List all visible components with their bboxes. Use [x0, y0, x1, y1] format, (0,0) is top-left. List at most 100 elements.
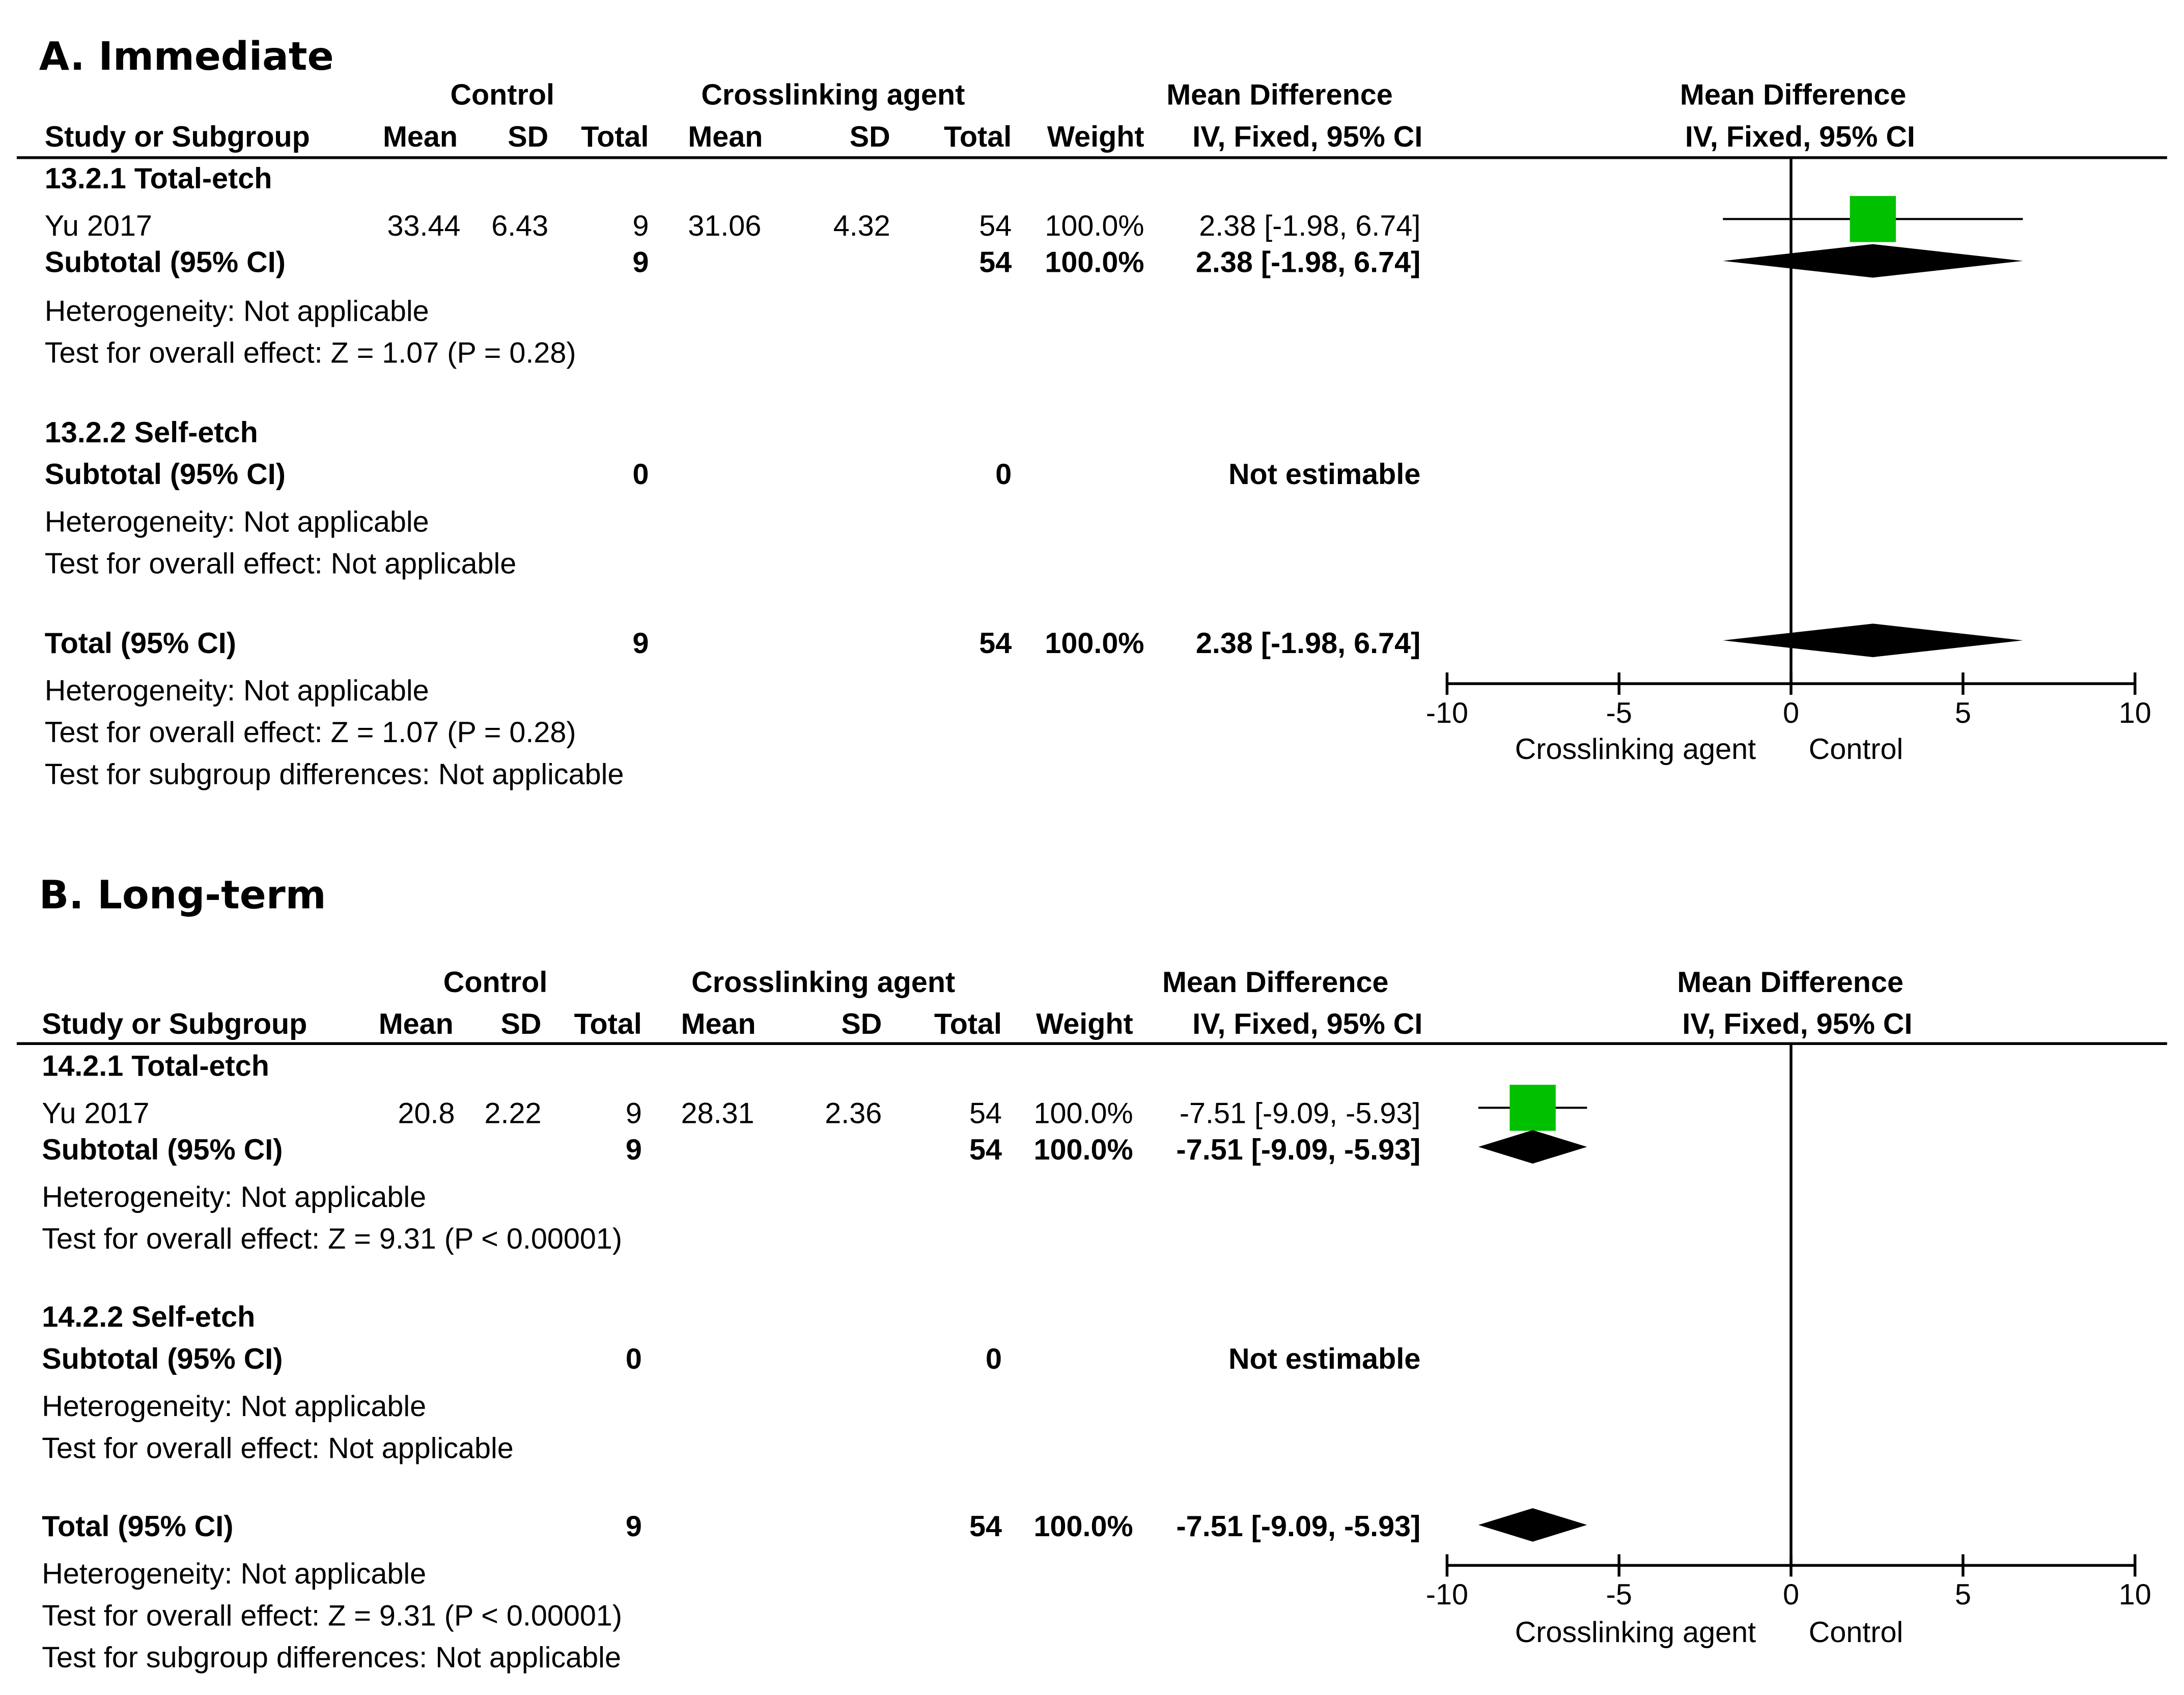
- subgroup-label: 13.2.1 Total-etch: [45, 162, 272, 195]
- x-tick-label: 10: [2119, 697, 2151, 729]
- control-sd: 2.22: [484, 1097, 541, 1130]
- heterogeneity-text: Heterogeneity: Not applicable: [42, 1181, 426, 1213]
- treat-total: 54: [979, 210, 1012, 242]
- plot-method-header: IV, Fixed, 95% CI: [1685, 121, 1915, 153]
- treat-mean-header: Mean: [681, 1008, 756, 1040]
- study-weight: 100.0%: [1034, 1097, 1133, 1130]
- subtotal-control-total: 9: [633, 246, 649, 278]
- study-effect: -7.51 [-9.09, -5.93]: [1180, 1097, 1420, 1130]
- overall-effect-text: Test for overall effect: Z = 1.07 (P = 0…: [45, 337, 576, 370]
- total-effect: -7.51 [-9.09, -5.93]: [1177, 1510, 1421, 1543]
- total-label: Total (95% CI): [45, 627, 236, 660]
- control-mean-header: Mean: [379, 1008, 454, 1040]
- panel-immediate: A. Immediate Control Crosslinking agent …: [16, 34, 2167, 790]
- treatment-group-header: Crosslinking agent: [701, 79, 965, 111]
- axis-right-label: Control: [1809, 1616, 1903, 1649]
- x-tick-label: -5: [1606, 697, 1632, 729]
- subtotal-weight: 100.0%: [1034, 1134, 1133, 1166]
- heterogeneity-text: Heterogeneity: Not applicable: [45, 505, 429, 538]
- control-group-header: Control: [450, 79, 554, 111]
- treat-sd: 2.36: [825, 1097, 882, 1130]
- total-diamond: [1478, 1508, 1587, 1542]
- study-name: Yu 2017: [42, 1097, 149, 1130]
- total-effect: 2.38 [-1.98, 6.74]: [1196, 627, 1420, 660]
- control-mean-header: Mean: [383, 121, 458, 153]
- subtotal-control-total: 0: [633, 458, 649, 491]
- effect-measure-header: Mean Difference: [1162, 966, 1389, 999]
- subtotal-weight: 100.0%: [1045, 246, 1144, 278]
- subtotal-label: Subtotal (95% CI): [45, 458, 286, 491]
- control-sd-header: SD: [508, 121, 548, 153]
- subtotal-control-total: 9: [626, 1134, 642, 1166]
- total-diamond: [1723, 624, 2023, 658]
- treat-sd-header: SD: [841, 1008, 882, 1040]
- subtotal-effect: 2.38 [-1.98, 6.74]: [1196, 246, 1420, 278]
- x-tick-label: 0: [1783, 1578, 1799, 1611]
- panel-long-term: B. Long-term Control Crosslinking agent …: [16, 872, 2167, 1674]
- subtotal-effect: Not estimable: [1228, 458, 1420, 491]
- control-sd-header: SD: [501, 1008, 542, 1040]
- overall-effect-text: Test for overall effect: Not applicable: [42, 1432, 514, 1464]
- effect-measure-header: Mean Difference: [1166, 79, 1393, 111]
- x-tick-label: 5: [1955, 697, 1971, 729]
- overall-effect-text: Test for overall effect: Z = 9.31 (P < 0…: [42, 1599, 622, 1632]
- control-mean: 33.44: [387, 210, 461, 242]
- x-tick-label: -5: [1606, 1578, 1632, 1611]
- subtotal-effect: -7.51 [-9.09, -5.93]: [1177, 1134, 1421, 1166]
- treat-mean-header: Mean: [688, 121, 763, 153]
- subgroup-label: 13.2.2 Self-etch: [45, 416, 258, 449]
- study-effect: 2.38 [-1.98, 6.74]: [1199, 210, 1420, 242]
- treat-sd: 4.32: [833, 210, 890, 242]
- plot-method-header: IV, Fixed, 95% CI: [1682, 1008, 1912, 1040]
- x-tick-label: -10: [1426, 697, 1468, 729]
- axis-right-label: Control: [1809, 733, 1903, 766]
- total-treat-total: 54: [969, 1510, 1002, 1543]
- subgroup-label: 14.2.2 Self-etch: [42, 1301, 255, 1334]
- overall-effect-text: Test for overall effect: Z = 1.07 (P = 0…: [45, 716, 576, 749]
- subgroup-diff-text: Test for subgroup differences: Not appli…: [42, 1641, 621, 1674]
- subtotal-treat-total: 0: [986, 1343, 1002, 1375]
- subtotal-treat-total: 0: [995, 458, 1012, 491]
- total-weight: 100.0%: [1045, 627, 1144, 660]
- control-mean: 20.8: [398, 1097, 455, 1130]
- subtotal-treat-total: 54: [969, 1134, 1002, 1166]
- panel-title: A. Immediate: [39, 34, 334, 79]
- heterogeneity-text: Heterogeneity: Not applicable: [45, 674, 429, 707]
- panel-title: B. Long-term: [39, 872, 326, 918]
- x-tick-label: 5: [1955, 1578, 1971, 1611]
- study-column-header: Study or Subgroup: [45, 121, 310, 153]
- total-treat-total: 54: [979, 627, 1012, 660]
- method-header: IV, Fixed, 95% CI: [1192, 1008, 1422, 1040]
- heterogeneity-text: Heterogeneity: Not applicable: [45, 295, 429, 327]
- subtotal-diamond: [1478, 1130, 1587, 1164]
- treat-mean: 28.31: [681, 1097, 754, 1130]
- study-marker: [1509, 1085, 1556, 1131]
- overall-effect-text: Test for overall effect: Not applicable: [45, 548, 517, 580]
- x-tick-label: -10: [1426, 1578, 1468, 1611]
- axis-left-label: Crosslinking agent: [1515, 733, 1756, 766]
- treat-sd-header: SD: [850, 121, 890, 153]
- axis-left-label: Crosslinking agent: [1515, 1616, 1756, 1649]
- total-label: Total (95% CI): [42, 1510, 233, 1543]
- overall-effect-text: Test for overall effect: Z = 9.31 (P < 0…: [42, 1223, 622, 1255]
- x-tick-label: 10: [2119, 1578, 2151, 1611]
- control-group-header: Control: [443, 966, 548, 999]
- study-weight: 100.0%: [1045, 210, 1144, 242]
- control-total-header: Total: [581, 121, 649, 153]
- total-control-total: 9: [633, 627, 649, 660]
- weight-header: Weight: [1036, 1008, 1133, 1040]
- weight-header: Weight: [1047, 121, 1144, 153]
- treat-total: 54: [969, 1097, 1002, 1130]
- subtotal-label: Subtotal (95% CI): [45, 246, 286, 278]
- control-total: 9: [633, 210, 649, 242]
- control-total-header: Total: [574, 1008, 642, 1040]
- total-weight: 100.0%: [1034, 1510, 1133, 1543]
- subgroup-label: 14.2.1 Total-etch: [42, 1050, 269, 1082]
- total-control-total: 9: [626, 1510, 642, 1543]
- subtotal-diamond: [1723, 244, 2023, 278]
- treat-total-header: Total: [934, 1008, 1002, 1040]
- method-header: IV, Fixed, 95% CI: [1192, 121, 1422, 153]
- subgroup-diff-text: Test for subgroup differences: Not appli…: [45, 758, 624, 790]
